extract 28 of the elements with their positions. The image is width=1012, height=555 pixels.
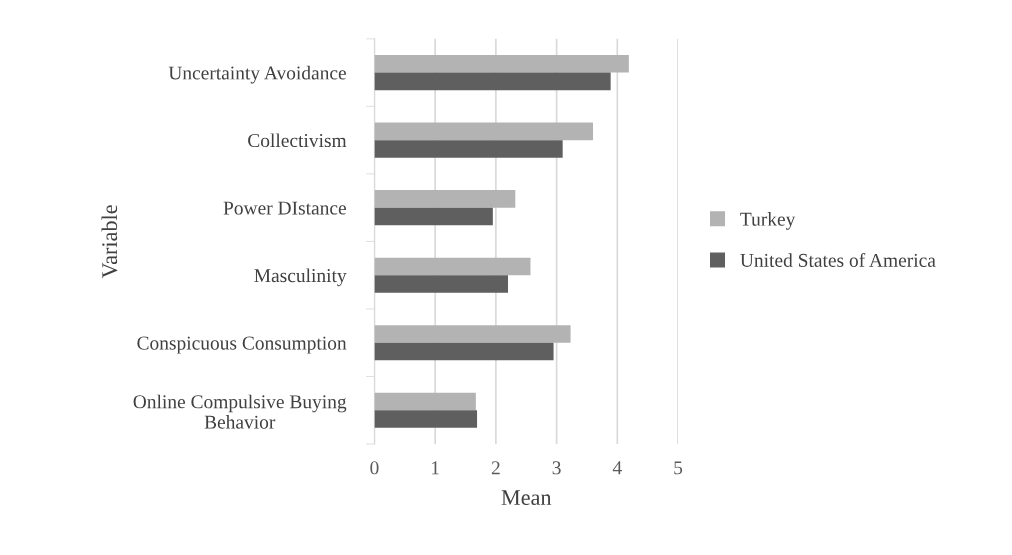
y-tick-label: Collectivism xyxy=(248,133,347,148)
bar xyxy=(374,190,516,208)
bar xyxy=(374,392,476,411)
bar xyxy=(374,122,594,141)
bar xyxy=(374,55,629,73)
x-tick-label: 0 xyxy=(370,461,379,475)
y-tick-label: Power DIstance xyxy=(223,201,346,215)
legend-label: Turkey xyxy=(740,212,796,230)
bar xyxy=(374,410,478,428)
y-tick-label: Conspicuous Consumption xyxy=(137,336,347,354)
x-tick-label: 3 xyxy=(552,461,561,475)
bar xyxy=(374,72,611,91)
bar xyxy=(374,275,509,293)
bar xyxy=(374,207,493,226)
bar xyxy=(374,140,563,158)
x-tick-label: 1 xyxy=(432,461,439,475)
bar xyxy=(374,325,571,343)
legend-label: United States of America xyxy=(740,253,936,267)
y-tick-label: Masculinity xyxy=(254,268,347,287)
y-tick-label: Online Compulsive Buying Behavior xyxy=(133,394,347,429)
y-tick-label: Uncertainty Avoidance xyxy=(168,65,346,84)
x-tick-label: 4 xyxy=(612,461,622,475)
x-axis-title: Mean xyxy=(501,490,552,506)
bar xyxy=(374,342,554,361)
bar xyxy=(374,257,531,276)
x-tick-label: 5 xyxy=(674,461,683,475)
x-tick-label: 2 xyxy=(491,461,500,475)
y-axis-title: Variable xyxy=(101,205,118,279)
